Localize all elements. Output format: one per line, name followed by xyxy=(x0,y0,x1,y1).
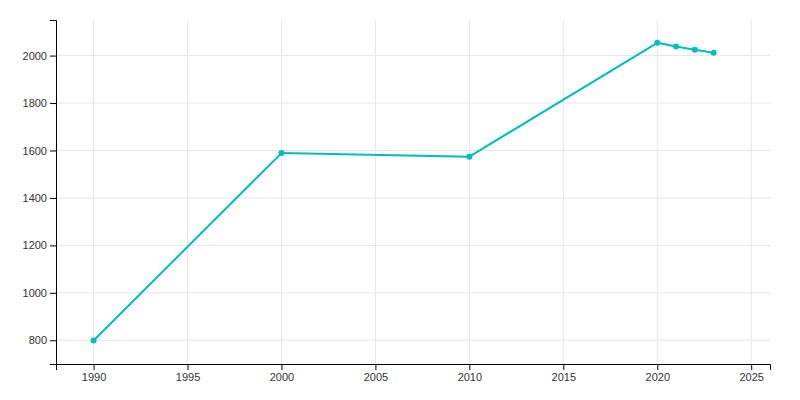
point xyxy=(91,338,97,344)
x-tick-label: 1990 xyxy=(82,371,106,383)
y-tick-label: 1400 xyxy=(23,192,47,204)
grid-line-y xyxy=(56,103,770,104)
x-tick-label: 2000 xyxy=(270,371,294,383)
x-tick-mark xyxy=(375,364,376,370)
chart: 1990 1995 2000 2005 2010 2015 2020 2025 800 1000 1… xyxy=(0,0,800,400)
x-tick-label: 2005 xyxy=(364,371,388,383)
plot-area: 1990 1995 2000 2005 2010 2015 2020 2025 800 1000 1… xyxy=(23,20,771,383)
grid-line-y xyxy=(56,292,770,293)
y-tick-mark xyxy=(50,340,56,341)
grid-line-x xyxy=(375,20,376,364)
x-tick-mark xyxy=(94,364,95,370)
x-tick: 2020 xyxy=(646,364,670,383)
x-axis: 1990 1995 2000 2005 2010 2015 2020 2025 xyxy=(57,364,771,383)
point xyxy=(278,150,284,156)
grid-line-y xyxy=(56,197,770,198)
y-tick-label: 1200 xyxy=(23,239,47,251)
y-tick-label: 800 xyxy=(29,334,47,346)
x-tick-mark xyxy=(563,364,564,370)
grid-line-y xyxy=(56,245,770,246)
x-tick-label: 2015 xyxy=(552,371,576,383)
x-tick-mark xyxy=(469,364,470,370)
y-tick-mark xyxy=(50,150,56,151)
grid-line-y xyxy=(56,55,770,56)
grid-line-x xyxy=(751,20,752,364)
y-tick-mark xyxy=(50,245,56,246)
y-tick-mark xyxy=(50,103,56,104)
grid-line-x xyxy=(563,20,564,364)
y-tick: 1400 xyxy=(23,192,56,204)
x-tick-label: 2025 xyxy=(739,371,763,383)
x-tick-mark xyxy=(751,364,752,370)
y-tick: 2000 xyxy=(23,50,56,62)
x-tick: 2000 xyxy=(270,364,294,383)
point xyxy=(466,154,472,160)
y-tick: 1600 xyxy=(23,145,56,157)
x-tick-label: 1995 xyxy=(176,371,200,383)
y-tick-label: 1000 xyxy=(23,287,47,299)
y-axis-line xyxy=(50,21,57,365)
x-tick: 2010 xyxy=(458,364,482,383)
series xyxy=(91,40,717,344)
grid-line-y xyxy=(56,340,770,341)
y-tick-mark xyxy=(50,293,56,294)
point xyxy=(654,40,660,46)
y-axis: 800 1000 1200 1400 1600 1800 2000 xyxy=(23,21,57,365)
x-tick-mark xyxy=(281,364,282,370)
grid-line-x xyxy=(187,20,188,364)
y-tick-mark xyxy=(50,56,56,57)
y-tick: 1200 xyxy=(23,239,56,251)
point xyxy=(711,50,717,56)
line xyxy=(94,43,714,341)
x-tick-mark xyxy=(188,364,189,370)
grid-line-x xyxy=(469,20,470,364)
grid-line-x xyxy=(657,20,658,364)
x-tick-mark xyxy=(657,364,658,370)
grid-line-x xyxy=(281,20,282,364)
x-tick: 2025 xyxy=(739,364,763,383)
x-tick: 1990 xyxy=(82,364,106,383)
x-tick: 2005 xyxy=(364,364,388,383)
point xyxy=(692,47,698,53)
grid xyxy=(56,20,770,364)
y-tick: 1000 xyxy=(23,287,56,299)
x-tick-label: 2020 xyxy=(646,371,670,383)
y-tick: 800 xyxy=(29,334,56,346)
grid-line-y xyxy=(56,150,770,151)
y-tick-label: 2000 xyxy=(23,50,47,62)
x-tick: 2015 xyxy=(552,364,576,383)
y-tick: 1800 xyxy=(23,97,56,109)
y-tick-label: 1800 xyxy=(23,97,47,109)
point xyxy=(673,44,679,50)
y-tick-label: 1600 xyxy=(23,145,47,157)
y-tick-mark xyxy=(50,198,56,199)
x-axis-line xyxy=(57,365,771,371)
grid-line-x xyxy=(93,20,94,364)
x-tick-label: 2010 xyxy=(458,371,482,383)
x-tick: 1995 xyxy=(176,364,200,383)
